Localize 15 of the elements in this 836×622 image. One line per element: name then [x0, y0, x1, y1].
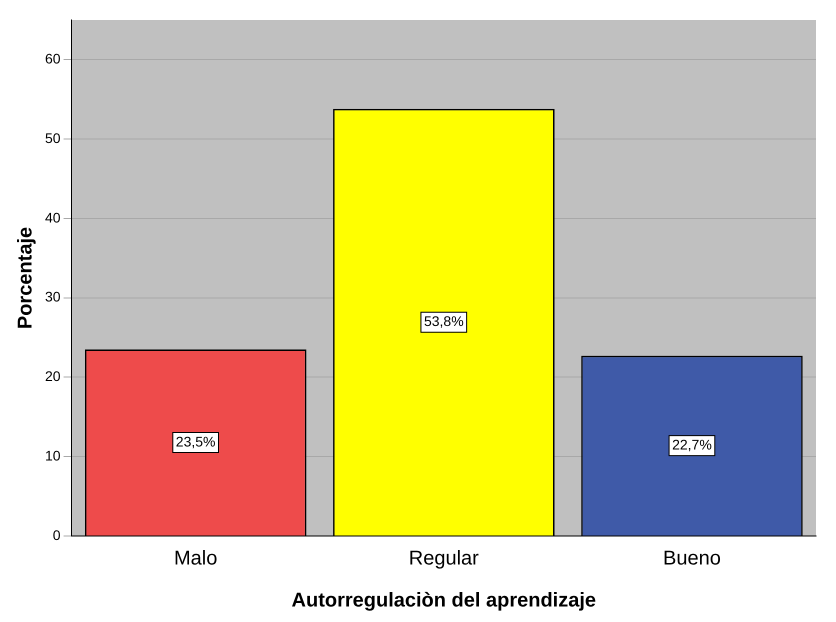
- y-tick-label: 50: [44, 130, 61, 146]
- y-tick-label: 40: [44, 209, 61, 226]
- x-axis-title: Autorregulaciòn del aprendizaje: [292, 590, 596, 612]
- y-tick-label: 30: [44, 288, 61, 305]
- x-tick-label: Regular: [408, 548, 480, 570]
- data-label: 53,8%: [424, 313, 464, 330]
- y-tick-label: 20: [44, 368, 61, 384]
- data-label: 22,7%: [672, 436, 712, 453]
- data-label: 23,5%: [176, 433, 216, 450]
- y-axis-title: Porcentaje: [14, 226, 37, 330]
- y-tick-label: 10: [44, 447, 61, 464]
- y-tick-label: 0: [52, 526, 61, 543]
- x-tick-label: Bueno: [663, 548, 721, 570]
- y-tick-label: 60: [44, 50, 61, 67]
- x-tick-label: Malo: [174, 548, 218, 570]
